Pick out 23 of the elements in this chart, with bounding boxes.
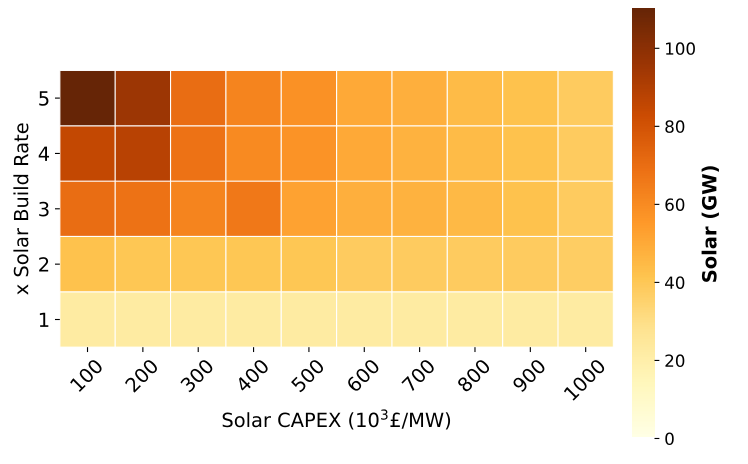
y-tick-label: 2 [39,257,48,272]
color-bar-label: 100 [666,42,695,55]
x-tick-label: 700 [401,358,436,393]
x-tick-label: 600 [346,358,380,393]
x-axis-title: Solar CAPEX (10$^{3}$£/MW) [222,409,450,430]
x-tick-label: 400 [234,358,270,394]
color-bar-label: 0 [665,432,674,446]
y-tick-label: 3 [39,202,49,216]
y-tick-label: 4 [38,146,50,161]
y-axis-title: x Solar Build Rate [13,123,28,295]
y-tick-label: 5 [39,91,48,106]
color-bar-label: 20 [665,354,684,368]
color-bar-label: 40 [665,276,684,289]
x-tick-label: 500 [290,358,326,393]
x-tick-label: 200 [124,358,160,393]
x-tick-label: 900 [512,358,547,393]
color-bar-label: 80 [665,120,684,133]
x-tick-label: 300 [180,358,214,393]
x-tick-label: 100 [69,358,104,392]
color-bar-title: Solar (GW) [702,166,719,282]
y-tick-label: 1 [40,312,48,327]
x-tick-label: 800 [456,358,492,393]
color-bar-label: 60 [665,198,684,211]
